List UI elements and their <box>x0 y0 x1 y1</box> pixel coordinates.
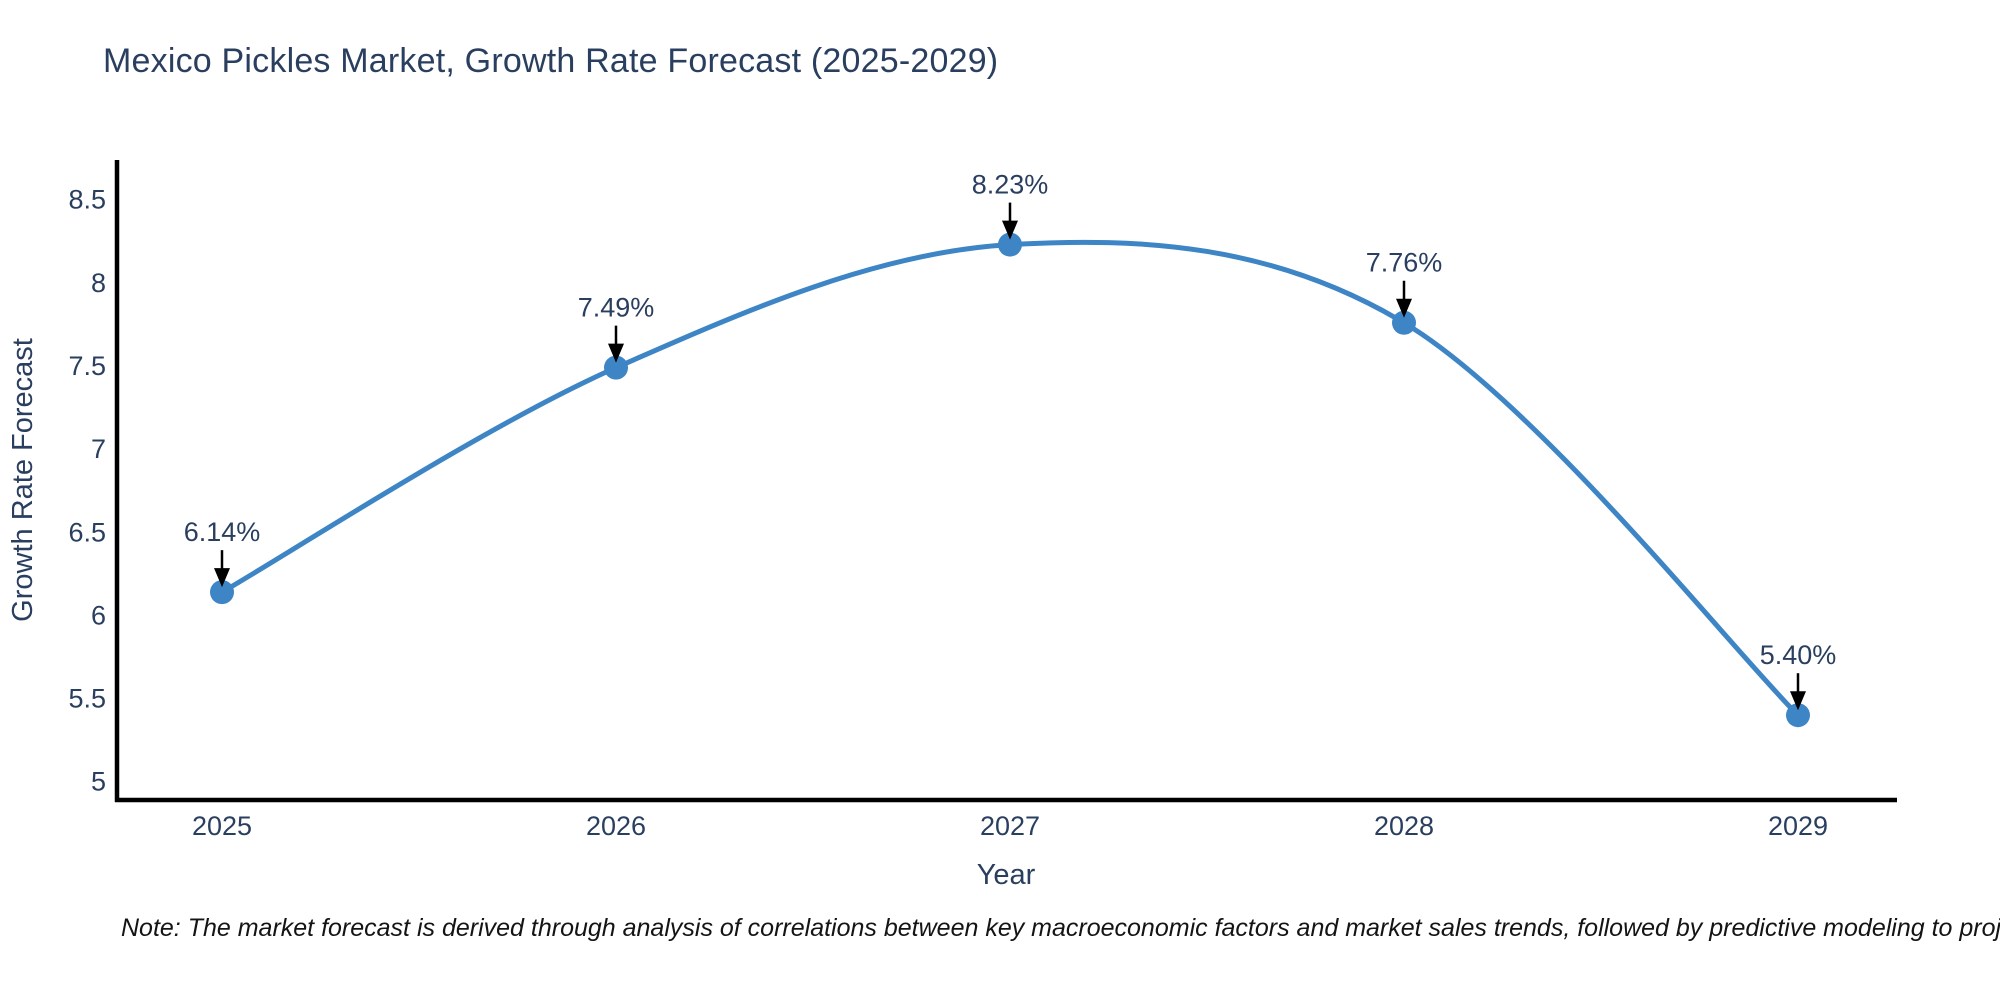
axes <box>114 160 1897 803</box>
data-point <box>1392 310 1416 335</box>
y-tick-label: 8.5 <box>68 185 106 215</box>
point-label: 8.23% <box>972 170 1049 200</box>
y-tick-label: 7.5 <box>68 351 106 381</box>
point-value-annotations: 6.14% 7.49% 8.23% 7.76% 5.40% <box>184 170 1837 711</box>
y-axis-tick-labels: 5 5.5 6 6.5 7 7.5 8 8.5 <box>68 185 106 797</box>
x-tick-label: 2025 <box>192 811 252 841</box>
data-point <box>210 580 234 605</box>
footnote: Note: The market forecast is derived thr… <box>121 914 2000 942</box>
x-axis-title: Year <box>977 859 1036 891</box>
annotation-arrowhead <box>1396 298 1412 318</box>
x-tick-label: 2029 <box>1768 811 1828 841</box>
x-tick-label: 2027 <box>980 811 1040 841</box>
chart-title: Mexico Pickles Market, Growth Rate Forec… <box>103 42 999 80</box>
y-tick-label: 6.5 <box>68 517 106 547</box>
y-tick-label: 8 <box>91 268 106 298</box>
data-point-markers <box>210 232 1810 728</box>
data-point <box>604 355 628 380</box>
y-tick-label: 7 <box>91 434 106 464</box>
point-label: 7.49% <box>578 293 655 323</box>
y-tick-label: 6 <box>91 600 106 630</box>
y-tick-label: 5 <box>91 767 106 797</box>
series-line <box>219 239 1801 718</box>
data-point <box>1786 703 1810 728</box>
data-point <box>998 232 1022 257</box>
x-axis-tick-labels: 2025 2026 2027 2028 2029 <box>192 811 1828 841</box>
x-tick-label: 2028 <box>1374 811 1434 841</box>
point-label: 6.14% <box>184 517 261 547</box>
point-label: 7.76% <box>1366 248 1443 278</box>
annotation-arrowhead <box>1002 220 1018 240</box>
y-tick-label: 5.5 <box>68 684 106 714</box>
annotation-arrowhead <box>608 343 624 363</box>
point-label: 5.40% <box>1760 640 1837 670</box>
x-tick-label: 2026 <box>586 811 646 841</box>
annotation-arrowhead <box>1790 691 1806 711</box>
y-axis-title: Growth Rate Forecast <box>7 338 39 622</box>
annotation-arrowhead <box>214 568 230 588</box>
